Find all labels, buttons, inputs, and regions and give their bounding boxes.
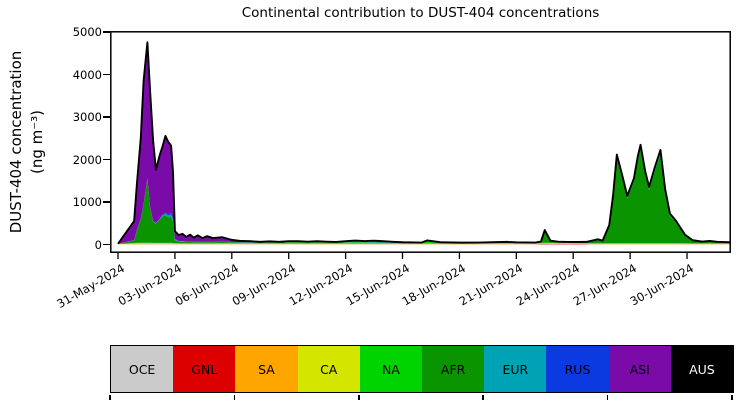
legend-item-sa: SA	[235, 346, 298, 392]
y-tick-mark	[103, 243, 110, 246]
legend-item-aus: AUS	[670, 346, 734, 392]
legend-tick-mark	[482, 394, 484, 400]
legend-tick-mark	[233, 394, 236, 400]
legend-label: AUS	[689, 361, 715, 377]
legend-item-ca: CA	[297, 346, 360, 392]
y-tick-mark	[103, 73, 110, 76]
y-tick-mark	[103, 31, 110, 33]
area-series-ca	[118, 243, 731, 245]
y-tick-mark	[103, 116, 110, 118]
legend-tick-mark	[109, 394, 111, 400]
legend-item-asi: ASI	[608, 346, 671, 392]
y-tick-label: 5000	[72, 25, 102, 39]
y-tick-mark	[103, 158, 110, 161]
area-series-gnl	[118, 243, 731, 245]
legend-item-oce: OCE	[111, 346, 174, 392]
legend-item-gnl: GNL	[173, 346, 236, 392]
legend-label: SA	[258, 361, 275, 377]
legend-item-eur: EUR	[484, 346, 547, 392]
y-axis-label-line1: DUST-404 concentration	[7, 50, 25, 234]
y-axis-label-line2: (ng m⁻³)	[28, 109, 46, 175]
chart-title: Continental contribution to DUST-404 con…	[241, 5, 600, 21]
legend-label: OCE	[128, 361, 156, 377]
legend-label: NA	[381, 361, 400, 377]
area-series-na	[118, 241, 731, 245]
legend-item-na: NA	[359, 346, 423, 392]
y-tick-label: 4000	[72, 67, 102, 82]
legend-label: RUS	[564, 361, 591, 377]
y-tick-mark	[103, 201, 110, 203]
area-series-sa	[118, 243, 731, 245]
legend-label: ASI	[629, 361, 650, 377]
y-tick-label: 3000	[72, 110, 102, 124]
legend-item-rus: RUS	[546, 346, 609, 392]
axes-frame	[110, 31, 731, 253]
legend-item-afr: AFR	[422, 346, 485, 392]
y-tick-label: 0	[94, 237, 102, 252]
legend-label: GNL	[191, 361, 218, 377]
legend: OCE GNL SA CA NA AFR EUR RUS ASI AUS	[110, 345, 734, 393]
total-outline	[117, 41, 731, 245]
area-series-afr	[118, 148, 731, 245]
plot-svg	[110, 31, 731, 259]
legend-tick-mark	[606, 394, 609, 400]
legend-label: CA	[320, 361, 338, 377]
legend-tick-mark	[358, 394, 360, 400]
y-tick-label: 1000	[72, 195, 102, 209]
legend-label: AFR	[440, 361, 466, 377]
legend-tick-mark	[731, 394, 733, 400]
legend-label: EUR	[502, 361, 529, 377]
y-tick-label: 2000	[72, 152, 102, 167]
